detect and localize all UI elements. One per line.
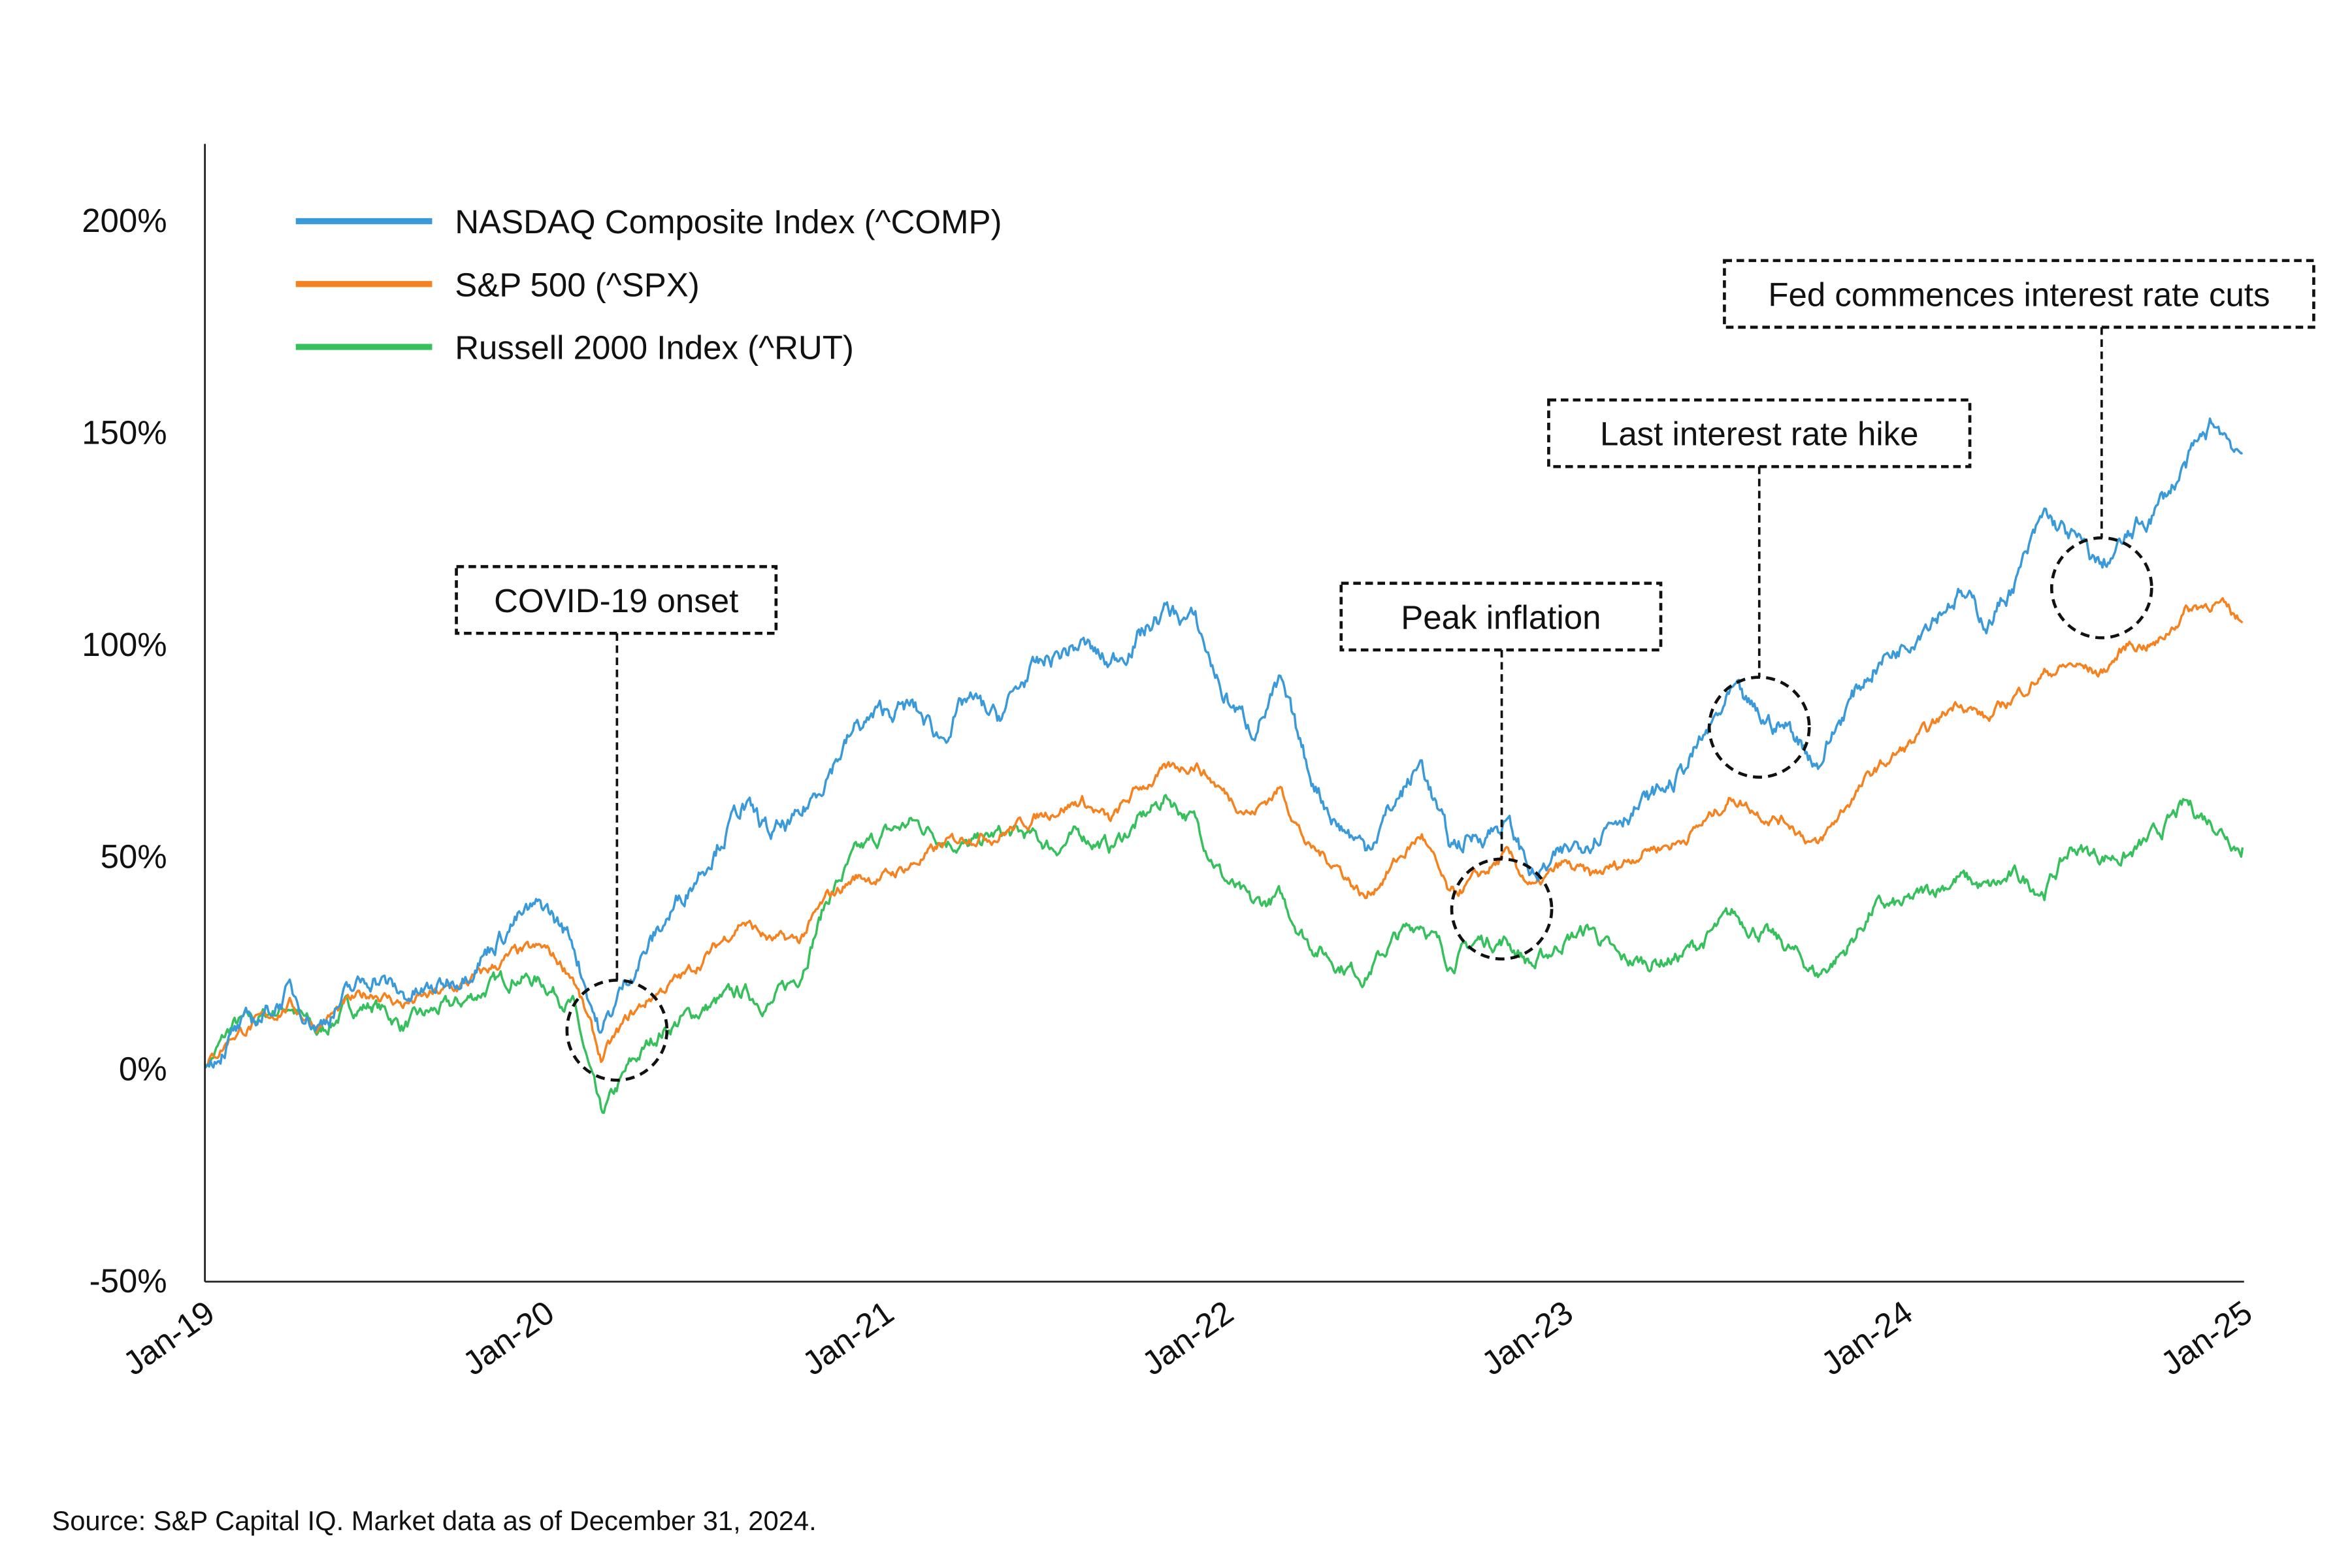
x-tick-label: Jan-22 — [1135, 1294, 1239, 1382]
y-tick-label: 0% — [119, 1050, 167, 1087]
source-note: Source: S&P Capital IQ. Market data as o… — [52, 1505, 816, 1536]
series-line-nasdaq — [204, 417, 2244, 1069]
annotation: COVID-19 onset — [455, 564, 778, 1082]
annotation-label: Last interest rate hike — [1600, 416, 1919, 453]
y-tick-label: 100% — [82, 626, 167, 663]
y-tick-label: 50% — [101, 838, 167, 875]
legend-label: S&P 500 (^SPX) — [455, 266, 700, 303]
x-tick-label: Jan-25 — [2154, 1294, 2259, 1382]
annotations: COVID-19 onset Peak inflation Last interes… — [455, 259, 2315, 1082]
legend-label: Russell 2000 Index (^RUT) — [455, 329, 854, 367]
y-tick-label: 150% — [82, 414, 167, 451]
y-tick-label: -50% — [90, 1262, 167, 1299]
x-tick-labels: Jan-19 Jan-20 Jan-21 Jan-22 Jan-23 Jan-24 Jan-… — [116, 1294, 2259, 1382]
annotation-circle — [2050, 536, 2153, 640]
annotation-box — [1723, 259, 2315, 329]
y-tick-labels: -50% 0% 50% 100% 150% 200% — [82, 202, 167, 1299]
x-tick-label: Jan-20 — [456, 1294, 561, 1382]
series-line-sp500 — [204, 596, 2244, 1069]
annotation: Peak inflation — [1339, 581, 1663, 961]
x-tick-label: Jan-23 — [1475, 1294, 1579, 1382]
annotation: Fed commences interest rate cuts — [1723, 259, 2315, 640]
annotation-circle — [1707, 676, 1811, 779]
annotation-box — [1547, 398, 1972, 468]
x-tick-label: Jan-21 — [796, 1294, 900, 1382]
annotation: Last interest rate hike — [1547, 398, 1972, 779]
series-line-russell2000 — [204, 794, 2244, 1114]
x-tick-label: Jan-19 — [116, 1294, 221, 1382]
x-tick-label: Jan-24 — [1814, 1294, 1919, 1382]
legend: NASDAQ Composite Index (^COMP) S&P 500 (^… — [295, 203, 1002, 367]
annotation-circle — [1450, 857, 1554, 961]
annotation-label: Fed commences interest rate cuts — [1768, 276, 2270, 313]
annotation-label: Peak inflation — [1401, 598, 1601, 636]
annotation-circle — [565, 978, 669, 1082]
series-layer — [204, 417, 2244, 1114]
y-tick-label: 200% — [82, 202, 167, 239]
annotation-label: COVID-19 onset — [494, 582, 738, 619]
annotation-box — [455, 564, 778, 635]
legend-label: NASDAQ Composite Index (^COMP) — [455, 203, 1002, 240]
